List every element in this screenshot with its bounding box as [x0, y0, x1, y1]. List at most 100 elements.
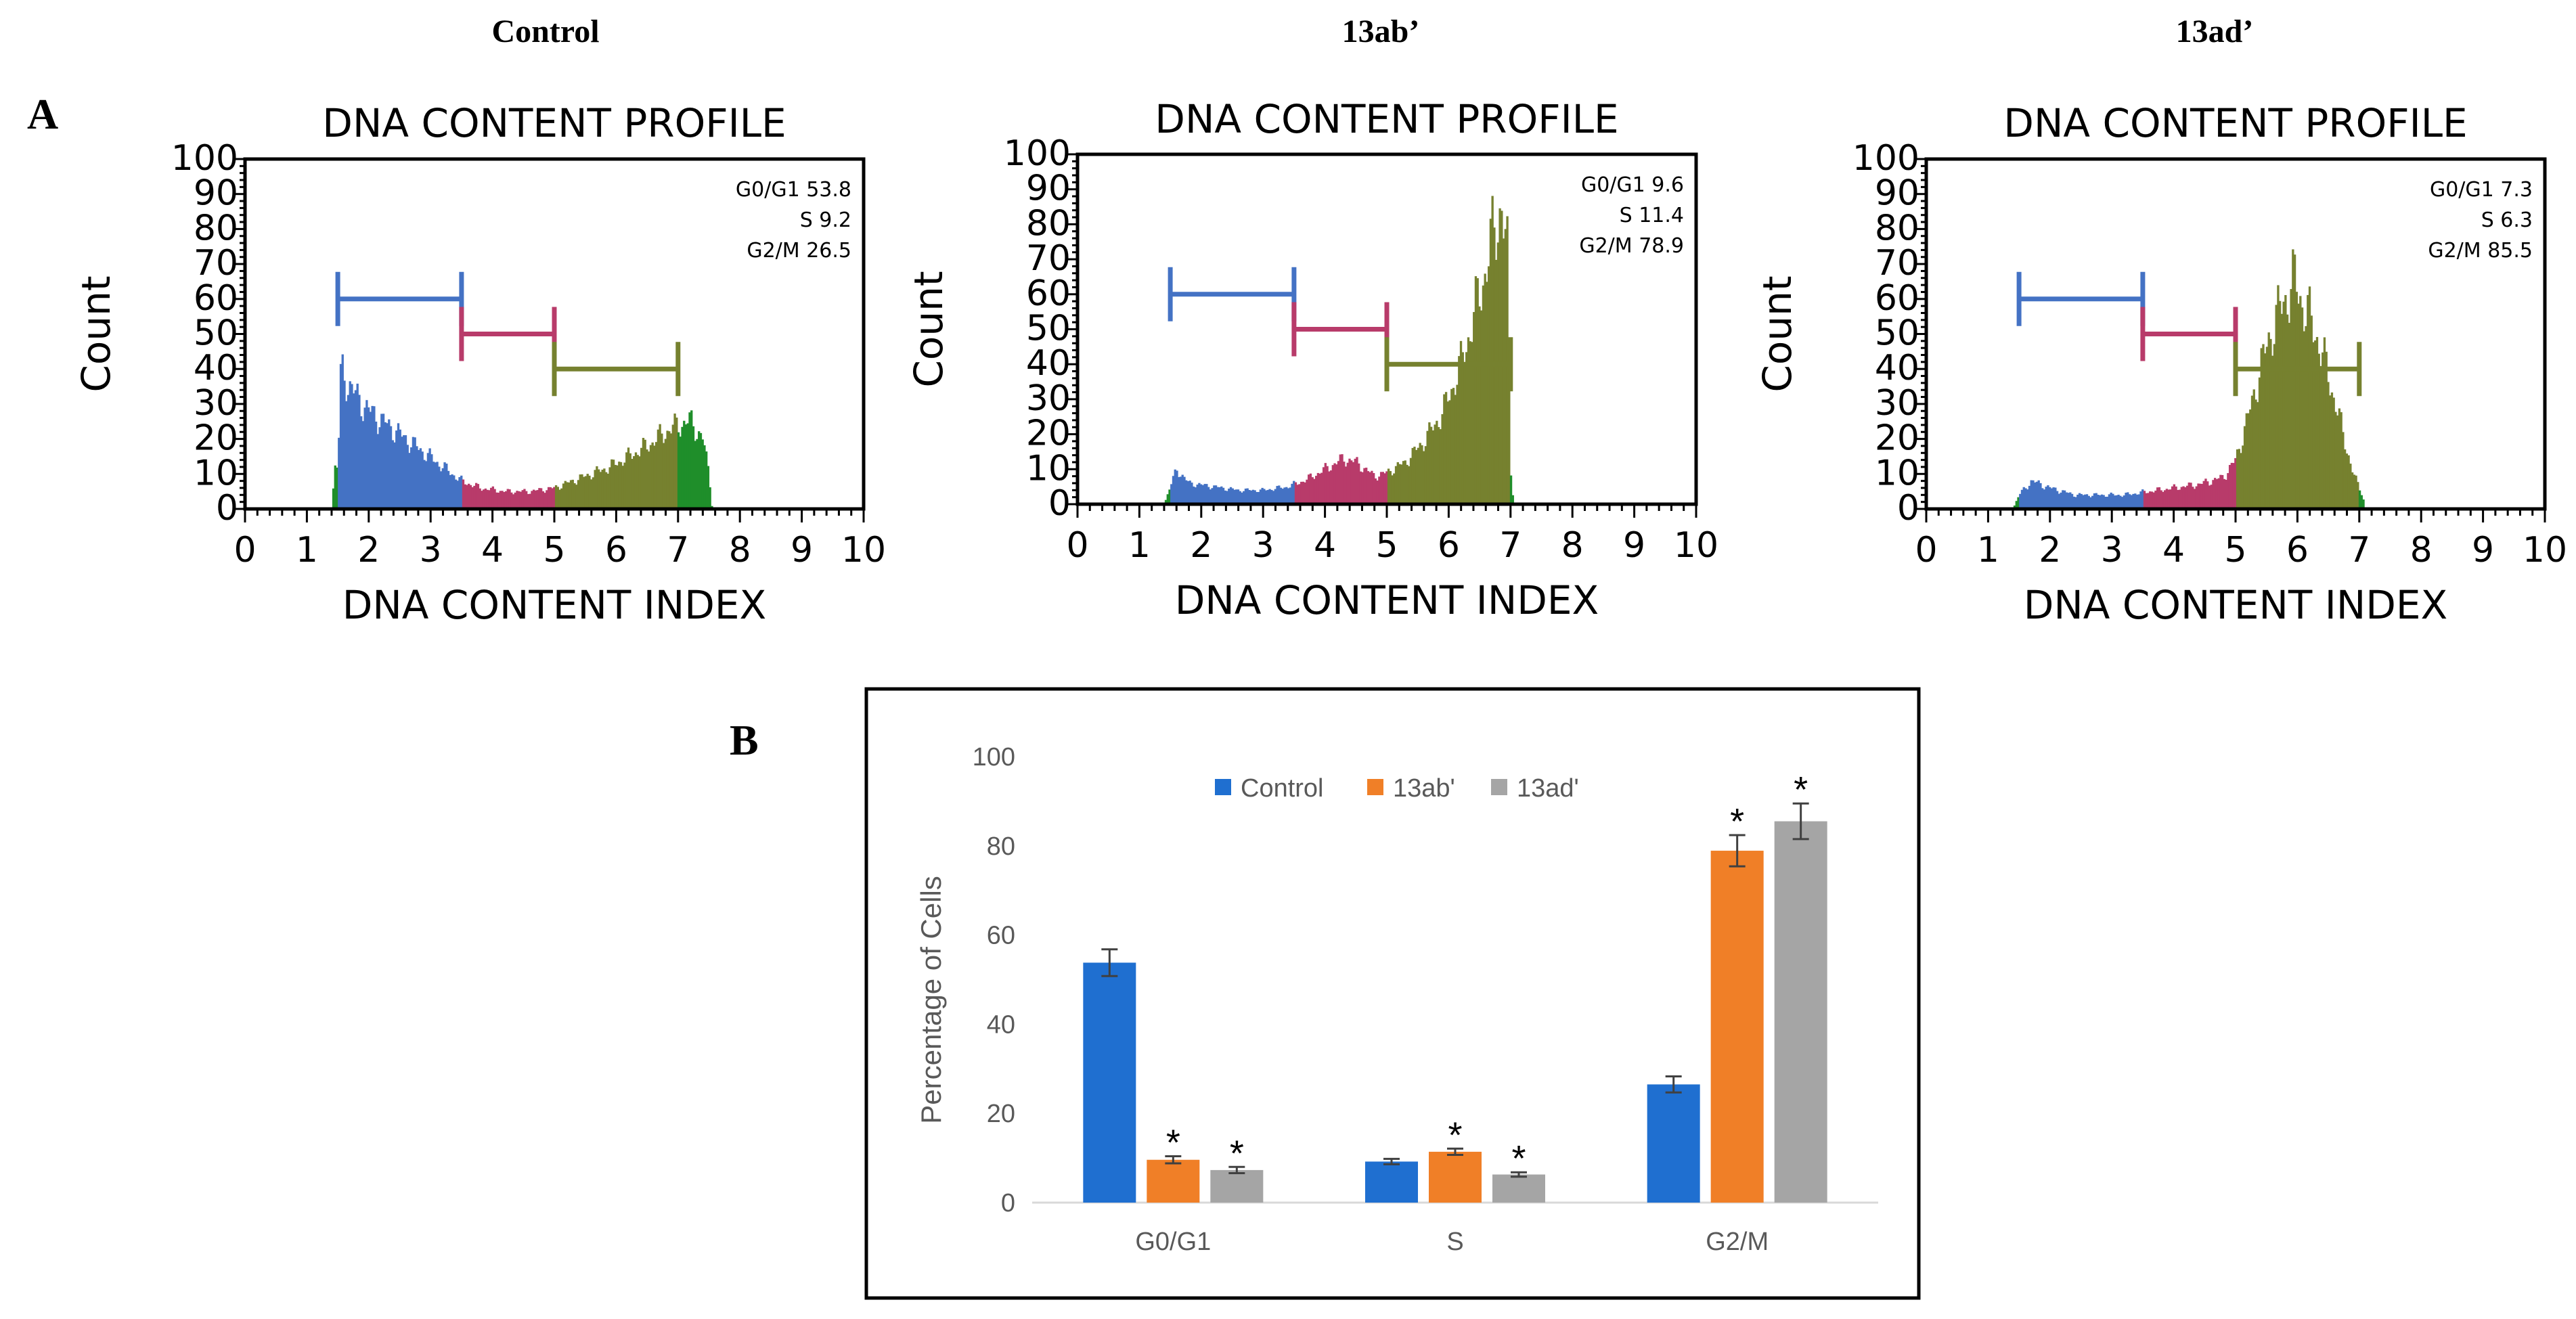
histogram-bin	[351, 384, 353, 509]
histogram-bin	[1365, 468, 1368, 504]
histogram-bin	[388, 419, 391, 509]
gate-s	[2140, 307, 2238, 361]
histogram-bin	[2050, 488, 2053, 509]
histogram-bin	[2130, 495, 2133, 509]
histogram-bin	[2156, 487, 2159, 509]
histogram-bin	[1400, 464, 1403, 504]
histogram-bin	[1176, 470, 1178, 504]
histogram-bin	[606, 473, 610, 509]
histogram-bin	[543, 493, 546, 509]
histogram-bin	[1189, 480, 1191, 504]
histogram-bin	[389, 426, 393, 509]
histogram-bin	[2267, 332, 2270, 509]
histogram-x-tick-label: 8	[2410, 530, 2433, 571]
histogram-bin	[408, 453, 411, 509]
legend-label: Control	[1241, 774, 1324, 803]
significance-star: *	[1166, 1122, 1180, 1163]
histogram-bin	[371, 405, 374, 509]
gate-g2m	[552, 342, 681, 397]
histogram-bin	[2108, 494, 2111, 509]
histogram-bin	[482, 489, 485, 509]
histogram-x-tick-label: 8	[729, 530, 751, 571]
histogram-bin	[2295, 292, 2298, 509]
histogram-bin	[1467, 337, 1470, 504]
histogram-bin	[416, 446, 418, 509]
histogram-x-tick-label: 3	[420, 530, 442, 571]
histogram-bin	[2178, 489, 2181, 509]
histogram-bin	[2084, 494, 2087, 509]
histogram-bin	[353, 393, 355, 509]
histogram-x-tick-label: 6	[605, 530, 627, 571]
histogram-bin	[491, 486, 495, 509]
histogram-bin	[2329, 395, 2332, 509]
histogram-bin	[603, 468, 606, 509]
histogram-bin	[649, 445, 652, 509]
histogram-bin	[1328, 471, 1331, 504]
histogram-bin	[621, 466, 624, 509]
histogram-bin	[506, 489, 509, 509]
histogram-bin	[669, 433, 673, 509]
histogram-bin	[2125, 493, 2127, 509]
gate-g2m	[1384, 337, 1513, 392]
histogram-bin	[584, 476, 587, 509]
histogram-bin	[703, 445, 706, 509]
histogram-bin	[1324, 463, 1327, 504]
histogram-bin	[612, 460, 615, 509]
histogram-y-tick-label: 100	[171, 138, 238, 179]
histogram-bin	[426, 453, 430, 509]
histogram-bin	[2104, 496, 2107, 509]
histogram-bin	[489, 487, 493, 509]
histogram-bin	[1174, 469, 1176, 504]
histogram-bin	[654, 442, 658, 509]
bar-chart-y-tick-label: 0	[1001, 1189, 1015, 1217]
histogram-bin	[1337, 461, 1340, 504]
histogram-bin	[644, 439, 646, 509]
histogram-bin	[2127, 492, 2129, 509]
histogram-bin	[1387, 468, 1390, 504]
histogram-bin	[592, 477, 595, 509]
histogram-bin	[376, 434, 380, 509]
histogram-bin	[2110, 492, 2112, 509]
histogram-bin	[1486, 282, 1488, 504]
histogram-bin	[2243, 426, 2246, 509]
histogram-bin	[354, 390, 357, 509]
bar-chart-y-tick-label: 100	[973, 743, 1015, 772]
histogram-bin	[1198, 483, 1201, 504]
histogram-bin	[1413, 447, 1416, 504]
histogram-x-tick-label: 7	[1499, 525, 1522, 566]
histogram-bin	[1220, 486, 1223, 504]
histogram-bin	[2327, 382, 2330, 509]
stat-s: S 6.3	[2481, 208, 2533, 232]
histogram-bin	[462, 479, 465, 509]
histogram-bin	[395, 430, 398, 509]
histogram-bin	[2141, 489, 2144, 509]
stat-s: S 11.4	[1620, 204, 1684, 227]
histogram-bin	[1179, 476, 1182, 504]
histogram-x-tick-label: 6	[2286, 530, 2309, 571]
histogram-bin	[1222, 487, 1225, 504]
histogram-bin	[423, 460, 426, 509]
histogram-bin	[2072, 496, 2075, 509]
histogram-y-tick-label: 20	[194, 418, 238, 459]
histogram-bin	[434, 462, 437, 509]
histogram-bin	[694, 441, 696, 509]
histogram-bin	[1489, 219, 1492, 504]
histogram-bin	[1205, 484, 1208, 504]
histogram-bin	[1308, 474, 1310, 504]
significance-star: *	[1794, 769, 1808, 810]
histogram-bin	[1482, 285, 1485, 504]
histogram-y-tick-label: 60	[194, 278, 238, 319]
histogram-bin	[627, 447, 630, 509]
histogram-bin	[1448, 400, 1451, 504]
histogram-y-tick-label: 20	[1026, 413, 1071, 454]
histogram-bin	[1164, 499, 1168, 504]
histogram-bin	[538, 488, 541, 509]
histogram-bin	[671, 424, 675, 509]
histogram-bin	[2319, 365, 2322, 509]
histogram-bin	[2082, 495, 2085, 509]
histogram-bin	[1322, 467, 1325, 504]
histogram-bin	[488, 490, 491, 509]
histogram-bin	[581, 474, 583, 509]
